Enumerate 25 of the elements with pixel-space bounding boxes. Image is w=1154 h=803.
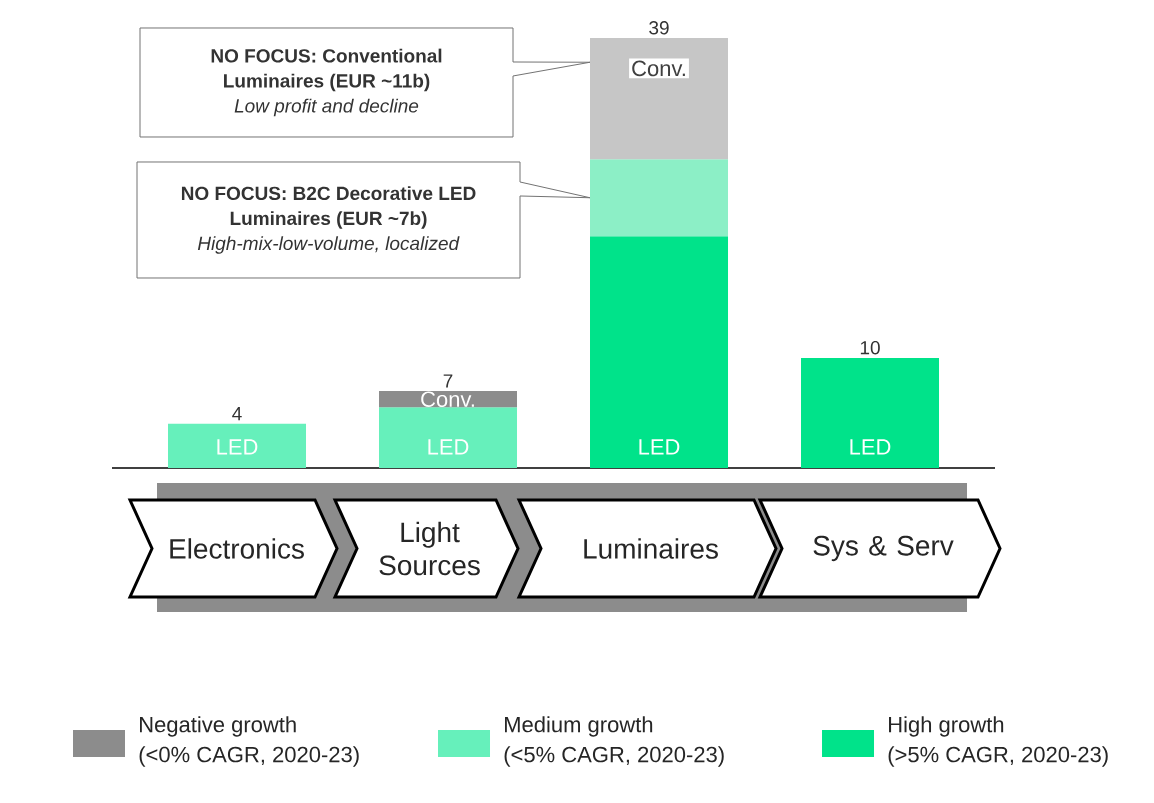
x-tick-label: Luminaires	[584, 538, 718, 559]
annotation: 4	[232, 407, 242, 421]
bar	[168, 423, 306, 468]
annotation: 10	[860, 340, 880, 355]
annotation: 7	[443, 374, 453, 388]
bar	[379, 407, 517, 468]
annotation: LED	[217, 439, 258, 455]
annotation: LED	[428, 439, 469, 455]
x-tick-label: Electronics	[170, 538, 304, 559]
annotation: LED	[639, 439, 680, 455]
legend-label: Medium growth (<5% CAGR, 2020-23)	[504, 716, 724, 767]
annotation: LED	[850, 439, 891, 455]
bar	[590, 159, 729, 237]
annotation: NO FOCUS: Conventional Luminaires (EUR ~11b) Low profit and decline	[211, 48, 442, 117]
bar	[590, 236, 729, 468]
x-tick-label: Light Sources	[379, 521, 480, 576]
annotation: NO FOCUS: B2C Decorative LED Luminaires (EUR ~7b) High-mix-low-volume, localized	[181, 186, 476, 254]
annotation: Conv.	[421, 391, 474, 407]
x-tick-label: Sys & Serv	[813, 535, 954, 562]
legend-label: Negative growth (<0% CAGR, 2020-23)	[139, 716, 359, 767]
bar	[590, 37, 729, 160]
annotation: Conv.	[632, 60, 685, 77]
legend-label: High growth (>5% CAGR, 2020-23)	[888, 716, 1108, 767]
bar	[801, 357, 940, 468]
annotation: 39	[649, 21, 669, 35]
